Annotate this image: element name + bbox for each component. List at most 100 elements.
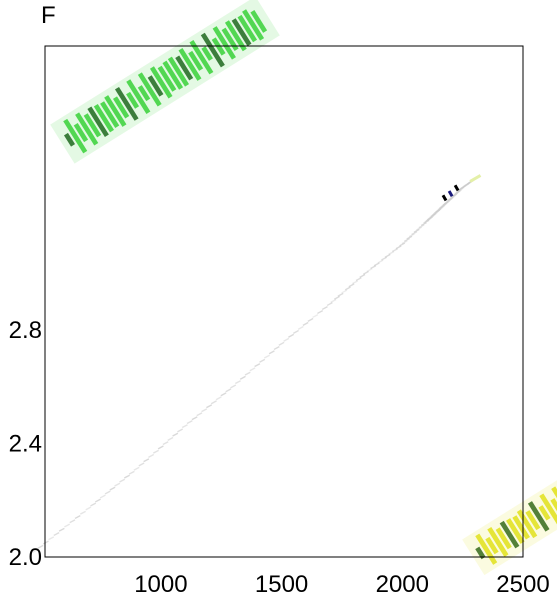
watermark-stroke: [157, 65, 177, 92]
highlight-point: [441, 194, 448, 202]
y-tick-label: 2.4: [9, 430, 42, 457]
watermark-stroke: [527, 501, 550, 532]
watermark-stroke: [188, 50, 204, 71]
series-point: [143, 458, 150, 463]
series-point: [186, 420, 193, 425]
series-point: [469, 174, 482, 183]
watermark-stroke: [104, 95, 127, 127]
series-point: [177, 428, 184, 433]
series-point: [352, 280, 359, 285]
series-point: [384, 253, 391, 258]
series-point: [401, 240, 408, 245]
watermark-stroke: [550, 498, 557, 513]
series-point: [362, 270, 369, 275]
series-point: [220, 392, 227, 397]
series-point: [148, 453, 155, 458]
series-point: [128, 470, 135, 475]
watermark-stroke: [237, 14, 258, 43]
series-0: [32, 174, 482, 554]
watermark-stroke: [63, 132, 76, 147]
series-point: [133, 466, 140, 471]
series-point: [90, 502, 97, 507]
watermark-stroke: [539, 493, 557, 525]
watermark-stamp: [462, 474, 557, 576]
watermark-stroke: [149, 66, 173, 99]
watermark-stroke: [487, 526, 509, 557]
series-point: [263, 354, 270, 359]
series-point: [337, 292, 344, 297]
watermark-stroke: [189, 40, 214, 75]
watermark-stroke: [137, 72, 162, 107]
series-point: [64, 523, 71, 528]
series-point: [259, 358, 266, 363]
series-point: [307, 317, 314, 322]
series-point: [32, 549, 39, 554]
series-point: [123, 474, 130, 479]
series-point: [69, 519, 76, 524]
series-point: [455, 189, 462, 194]
series-point: [162, 441, 169, 446]
watermark-stroke: [538, 505, 551, 521]
series-point: [99, 494, 106, 499]
watermark-stamp: [50, 0, 280, 164]
series-point: [420, 222, 427, 227]
series-point: [210, 400, 217, 405]
watermark-stroke: [250, 9, 268, 33]
series-point: [104, 490, 111, 495]
series-point: [373, 262, 380, 267]
series-point: [403, 237, 410, 242]
series-point: [48, 536, 55, 541]
y-tick-label: 2.8: [9, 317, 42, 344]
watermark-stroke: [175, 55, 194, 81]
watermark-stroke: [512, 515, 531, 540]
series-point: [157, 445, 164, 450]
series-point: [341, 289, 348, 294]
series-point: [435, 208, 442, 213]
x-tick-label: 2500: [496, 571, 549, 598]
plot-frame: [44, 45, 524, 558]
watermark-shadow: [462, 474, 557, 576]
series-point: [359, 273, 366, 278]
series-point: [297, 325, 304, 330]
series-point: [312, 314, 319, 319]
watermark-stroke: [221, 27, 239, 52]
series-point: [348, 283, 355, 288]
panel-label: F: [41, 2, 56, 29]
series-point: [321, 306, 328, 311]
highlight-layer: [441, 184, 460, 202]
series-point: [278, 341, 285, 346]
watermark-stroke: [87, 106, 109, 138]
watermark-stroke: [126, 91, 140, 109]
watermark-stroke: [200, 32, 225, 68]
watermark-stroke: [506, 518, 525, 544]
series-point: [268, 350, 275, 355]
watermark-stroke: [231, 18, 252, 47]
watermark-stroke: [126, 79, 151, 115]
series-point: [406, 235, 413, 240]
series-point: [79, 510, 86, 515]
series-point: [423, 219, 430, 224]
series-point: [426, 216, 433, 221]
x-tick-label: 1500: [255, 571, 308, 598]
series-point: [244, 371, 251, 376]
series-point: [114, 482, 121, 487]
series-point: [234, 380, 241, 385]
watermark-stroke: [167, 56, 190, 87]
series-point: [283, 337, 290, 342]
watermark-stroke: [73, 122, 89, 143]
series-point: [411, 231, 418, 236]
series-point: [215, 396, 222, 401]
series-point: [249, 367, 256, 372]
series-point: [74, 515, 81, 520]
series-point: [119, 478, 126, 483]
watermark-stroke: [224, 20, 247, 52]
series-point: [333, 295, 340, 300]
series-point: [94, 498, 101, 503]
series-point: [152, 449, 159, 454]
series-point: [42, 540, 49, 545]
watermark-stroke: [178, 47, 202, 81]
series-point: [326, 302, 333, 307]
highlight-point: [447, 190, 454, 197]
series-point: [37, 544, 44, 549]
